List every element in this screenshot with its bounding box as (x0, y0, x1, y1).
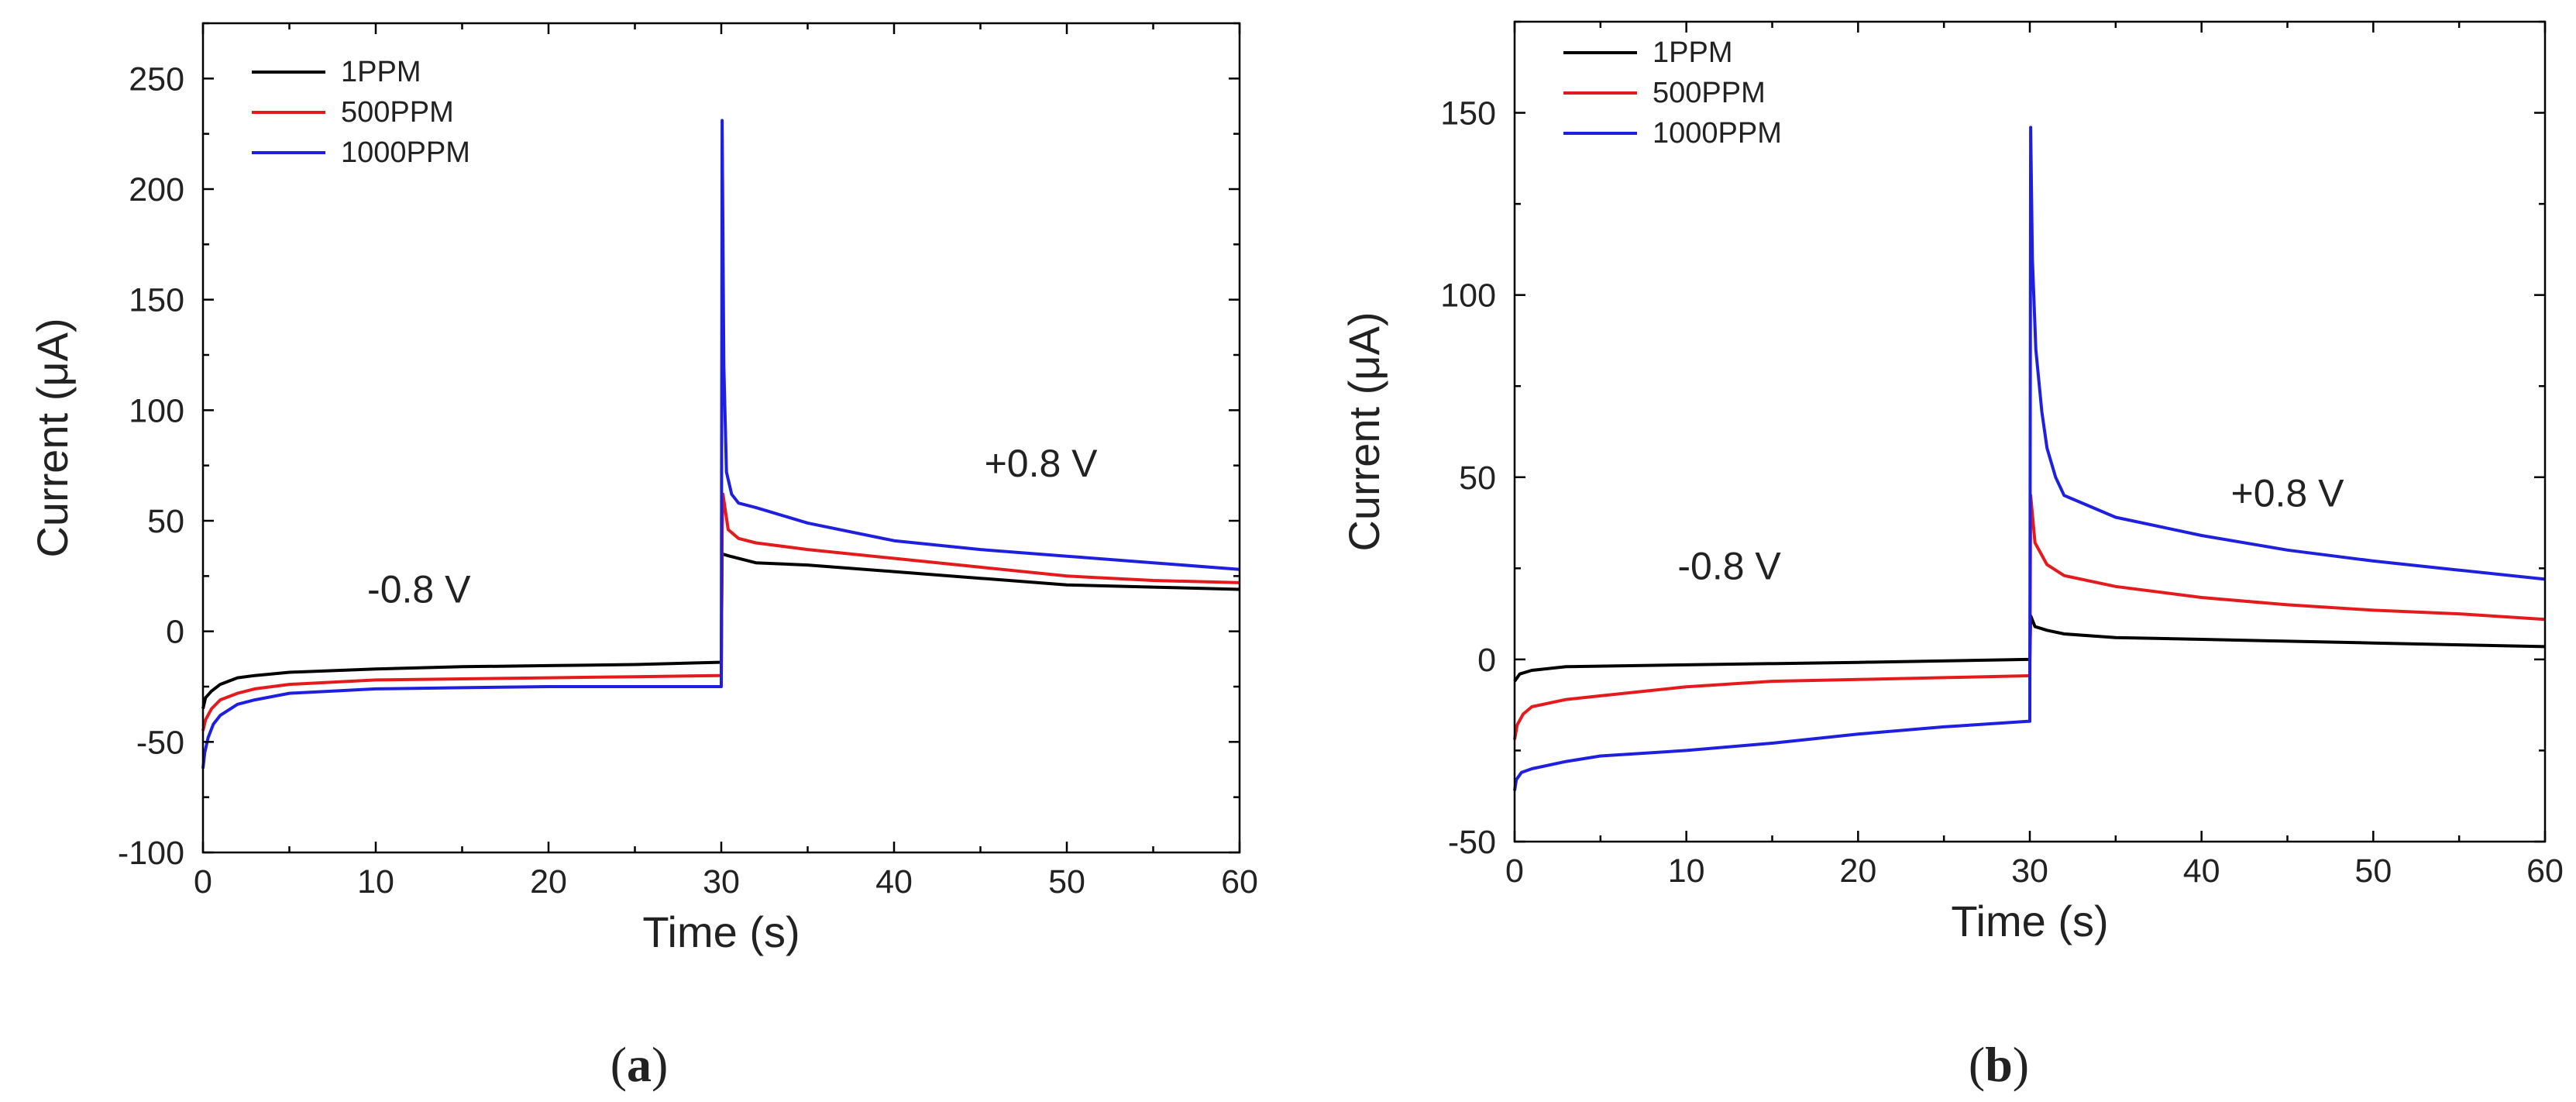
y-tick-label-a: -100 (118, 835, 184, 872)
legend-label-500ppm: 500PPM (341, 96, 454, 129)
y-tick-label-a: -50 (136, 724, 184, 761)
x-tick-label-a: 40 (875, 863, 913, 901)
x-tick-label-a: 50 (1048, 863, 1085, 901)
y-tick-label-b: 100 (1440, 277, 1496, 315)
x-tick-label-b: 40 (2183, 852, 2220, 890)
caption-a-close: ) (652, 1037, 668, 1092)
series-line-1ppm-a (201, 552, 1240, 709)
y-tick-label-a: 200 (129, 171, 184, 208)
legend-a: 1PPM 500PPM 1000PPM (252, 56, 470, 169)
y-tick-label-a: 150 (129, 282, 184, 319)
y-tick-label-b: -50 (1448, 824, 1496, 861)
voltage-annotation: +0.8 V (2231, 471, 2345, 515)
x-axis-title-b: Time (s) (1951, 897, 2108, 945)
series-line-1ppm-b (1513, 614, 2546, 683)
caption-a-open: ( (610, 1037, 627, 1092)
series-line-1000ppm-b (1513, 126, 2546, 791)
x-tick-label-a: 0 (194, 863, 212, 901)
y-tick-label-b: 50 (1459, 460, 1496, 497)
x-tick-label-b: 20 (1839, 852, 1876, 890)
x-tick-label-b: 50 (2354, 852, 2392, 890)
series-layer-b (1513, 126, 2546, 791)
x-tick-label-a: 10 (357, 863, 394, 901)
legend-label-500ppm: 500PPM (1653, 77, 1766, 109)
annotations-a: -0.8 V +0.8 V (367, 442, 1098, 611)
series-line-1000ppm-a (201, 119, 1240, 769)
caption-b: (b) (1969, 1037, 2029, 1092)
legend-label-1ppm: 1PPM (341, 56, 421, 88)
legend-label-1ppm: 1PPM (1653, 36, 1732, 69)
y-axis-title-a: Current (μA) (28, 318, 77, 557)
voltage-annotation: +0.8 V (985, 442, 1099, 485)
chart-panel-a: 0 10 20 30 40 50 60 -100 -50 0 50 100 150 200 250 Time… (28, 22, 1258, 1092)
x-tick-label-a: 20 (530, 863, 567, 901)
x-tick-label-a: 30 (703, 863, 740, 901)
caption-b-close: ) (2013, 1037, 2029, 1092)
voltage-annotation: -0.8 V (367, 568, 471, 611)
y-tick-label-a: 100 (129, 392, 184, 429)
voltage-annotation: -0.8 V (1677, 544, 1781, 587)
x-axis-title-a: Time (s) (642, 907, 800, 956)
caption-b-letter: b (1985, 1037, 2013, 1092)
x-tick-label-b: 10 (1668, 852, 1705, 890)
caption-a-letter: a (627, 1037, 652, 1092)
y-axis-title-b: Current (μA) (1340, 312, 1388, 551)
x-tick-label-b: 60 (2526, 852, 2564, 890)
annotations-b: -0.8 V +0.8 V (1677, 471, 2344, 587)
caption-b-open: ( (1969, 1037, 1985, 1092)
x-tick-label-b: 30 (2011, 852, 2048, 890)
y-tick-label-a: 0 (166, 614, 184, 651)
series-layer-a (201, 119, 1240, 769)
legend-label-1000ppm: 1000PPM (1653, 117, 1782, 150)
caption-a: (a) (610, 1037, 669, 1092)
x-tick-label-a: 60 (1221, 863, 1258, 901)
legend-label-1000ppm: 1000PPM (341, 136, 470, 169)
y-tick-label-a: 50 (147, 503, 184, 540)
y-tick-label-a: 250 (129, 60, 184, 98)
y-tick-label-b: 0 (1477, 642, 1496, 679)
legend-b: 1PPM 500PPM 1000PPM (1563, 36, 1782, 150)
x-tick-label-b: 0 (1505, 852, 1524, 890)
y-tick-label-b: 150 (1440, 95, 1496, 133)
ticks-layer-a: 0 10 20 30 40 50 60 -100 -50 0 50 100 150 200 250 (118, 22, 1258, 901)
